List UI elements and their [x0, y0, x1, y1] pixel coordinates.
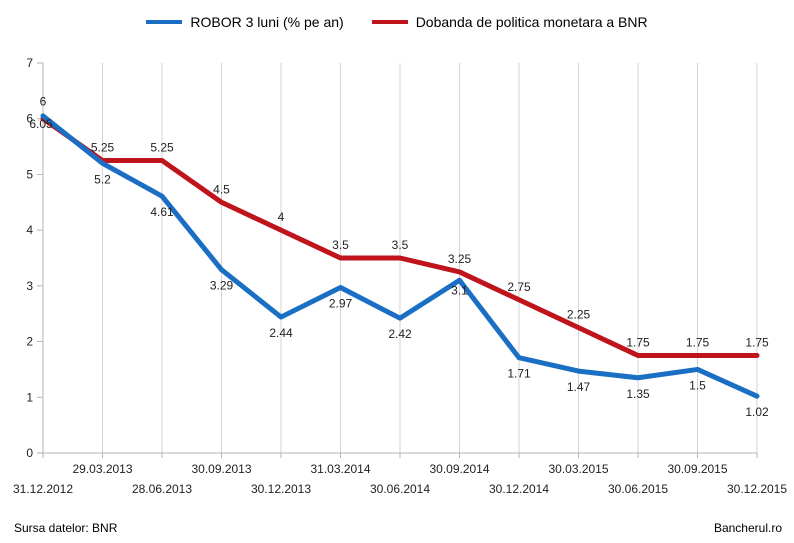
y-tick-label: 3	[26, 279, 33, 293]
series-line	[40, 116, 760, 358]
data-label: 5.25	[91, 141, 115, 155]
x-tick-label: 31.12.2012	[13, 482, 73, 496]
data-label: 2.44	[269, 326, 293, 340]
x-tick-label: 30.06.2015	[608, 482, 668, 496]
data-label: 2.97	[329, 297, 353, 311]
y-tick-label: 7	[26, 56, 33, 70]
x-tick-label: 29.03.2013	[72, 462, 132, 476]
chart-legend: ROBOR 3 luni (% pe an) Dobanda de politi…	[0, 10, 794, 34]
data-label: 3.5	[392, 238, 409, 252]
data-label: 3.1	[451, 283, 468, 297]
data-label: 3.29	[210, 279, 234, 293]
x-tick-label: 30.09.2013	[191, 462, 251, 476]
y-tick-label: 6	[26, 112, 33, 126]
data-label: 1.71	[507, 367, 531, 381]
site-brand: Bancherul.ro	[713, 521, 782, 535]
data-label: 6	[40, 95, 47, 109]
y-tick-label: 1	[26, 390, 33, 404]
source-note: Sursa datelor: BNR	[14, 521, 118, 535]
data-label: 4	[278, 210, 285, 224]
y-tick-label: 5	[26, 167, 33, 181]
legend-item-robor: ROBOR 3 luni (% pe an)	[146, 14, 344, 30]
data-label: 1.35	[626, 387, 650, 401]
y-tick-label: 0	[26, 446, 33, 460]
x-tick-label: 30.03.2015	[548, 462, 608, 476]
x-tick-label: 30.09.2015	[667, 462, 727, 476]
legend-swatch-robor	[146, 20, 183, 24]
legend-item-bnr-rate: Dobanda de politica monetara a BNR	[371, 14, 648, 30]
y-tick-label: 2	[26, 335, 33, 349]
x-tick-label: 30.12.2015	[727, 482, 787, 496]
legend-label-robor: ROBOR 3 luni (% pe an)	[190, 14, 344, 30]
data-label: 2.42	[388, 327, 412, 341]
legend-label-bnr-rate: Dobanda de politica monetara a BNR	[415, 14, 648, 30]
x-tick-label: 28.06.2013	[132, 482, 192, 496]
data-label: 5.25	[150, 141, 174, 155]
data-label: 3.5	[332, 238, 349, 252]
data-label: 1.75	[686, 336, 710, 350]
data-label: 1.47	[567, 380, 591, 394]
data-label: 4.61	[150, 205, 174, 219]
x-tick-label: 31.03.2014	[310, 462, 370, 476]
data-label: 2.25	[567, 308, 591, 322]
series-line	[40, 113, 760, 399]
y-tick-label: 4	[26, 223, 33, 237]
x-tick-label: 30.06.2014	[370, 482, 430, 496]
data-label: 1.75	[626, 336, 650, 350]
data-label: 1.02	[745, 405, 769, 419]
data-label: 1.5	[689, 378, 706, 392]
data-label: 2.75	[507, 280, 531, 294]
data-label: 6.05	[29, 117, 53, 131]
data-label: 5.2	[94, 172, 111, 186]
legend-swatch-bnr-rate	[371, 20, 408, 24]
data-label: 1.75	[745, 336, 769, 350]
data-label: 4.5	[213, 182, 230, 196]
x-tick-label: 30.09.2014	[429, 462, 489, 476]
x-tick-label: 30.12.2014	[489, 482, 549, 496]
data-label: 3.25	[448, 252, 472, 266]
x-tick-label: 30.12.2013	[251, 482, 311, 496]
